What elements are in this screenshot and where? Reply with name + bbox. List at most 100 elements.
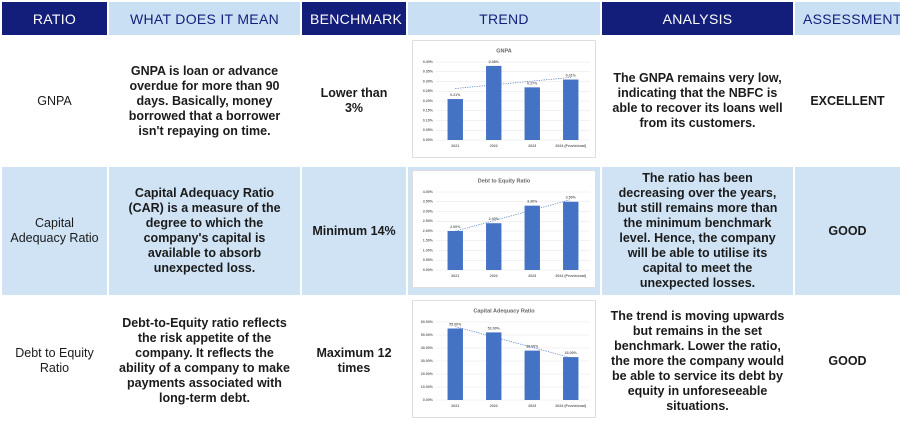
assessment-cell: EXCELLENT: [793, 35, 900, 167]
bar: [486, 332, 502, 400]
y-tick-label: 60.00%: [421, 320, 434, 324]
analysis-cell: The trend is moving upwards but remains …: [600, 295, 795, 427]
data-label: 2.40%: [489, 217, 500, 221]
y-tick-label: 0.10%: [423, 118, 434, 122]
benchmark-cell: Maximum 12 times: [300, 295, 408, 427]
y-tick-label: 10.00%: [421, 385, 434, 389]
data-label: 55.00%: [449, 322, 462, 326]
y-tick-label: 0.50%: [423, 258, 434, 262]
y-tick-label: 40.00%: [421, 346, 434, 350]
x-tick-label: 2022: [490, 274, 498, 278]
table-row: Debt to Equity Ratio Debt-to-Equity ratio…: [0, 295, 900, 427]
data-label: 3.50%: [566, 196, 577, 200]
y-tick-label: 0.00%: [423, 398, 434, 402]
data-label: 0.38%: [489, 60, 500, 64]
bar: [486, 65, 502, 140]
data-label: 33.00%: [565, 351, 578, 355]
bar: [563, 79, 579, 140]
data-label: 3.30%: [527, 200, 538, 204]
trendline: [455, 77, 571, 89]
bar: [524, 87, 540, 140]
y-tick-label: 30.00%: [421, 359, 434, 363]
benchmark-cell: Lower than 3%: [300, 35, 408, 167]
y-tick-label: 0.05%: [423, 128, 434, 132]
y-tick-label: 3.00%: [423, 209, 434, 213]
x-tick-label: 2023: [528, 404, 536, 408]
chart-title: Capital Adequacy Ratio: [473, 308, 535, 314]
y-tick-label: 4.00%: [423, 190, 434, 194]
bar: [447, 231, 463, 270]
meaning-cell: Capital Adequacy Ratio (CAR) is a measur…: [107, 165, 302, 297]
y-tick-label: 50.00%: [421, 333, 434, 337]
ratio-cell: GNPA: [0, 35, 109, 167]
data-label: 38.00%: [526, 345, 539, 349]
y-tick-label: 3.50%: [423, 200, 434, 204]
bar: [447, 328, 463, 400]
header-cell: TREND: [406, 0, 602, 37]
analysis-cell: The ratio has been decreasing over the y…: [600, 165, 795, 297]
bar: [563, 357, 579, 400]
header-cell: WHAT DOES IT MEAN: [107, 0, 302, 37]
header-cell: RATIO: [0, 0, 109, 37]
meaning-cell: GNPA is loan or advance overdue for more…: [107, 35, 302, 167]
header-cell: BENCHMARK: [300, 0, 408, 37]
data-label: 0.31%: [566, 74, 577, 78]
x-tick-label: 2024 (Provisional): [555, 144, 587, 148]
trend-cell: Capital Adequacy Ratio 0.00% 10.00% 20.00% 3…: [406, 295, 602, 427]
chart-title: GNPA: [496, 48, 512, 54]
trend-cell: Debt to Equity Ratio 0.00% 0.50% 1.00% 1.50%…: [406, 165, 602, 297]
bar: [447, 99, 463, 140]
y-tick-label: 2.50%: [423, 219, 434, 223]
x-tick-label: 2022: [490, 404, 498, 408]
y-tick-label: 0.00%: [423, 138, 434, 142]
x-tick-label: 2023: [528, 274, 536, 278]
bar: [486, 223, 502, 270]
y-tick-label: 0.00%: [423, 268, 434, 272]
y-tick-label: 1.50%: [423, 239, 434, 243]
x-tick-label: 2021: [451, 404, 459, 408]
y-tick-label: 2.00%: [423, 229, 434, 233]
table-row: GNPA GNPA is loan or advance overdue for …: [0, 35, 900, 167]
x-tick-label: 2022: [490, 144, 498, 148]
header-cell: ASSESSMENT: [793, 0, 900, 37]
x-tick-label: 2024 (Provisional): [555, 274, 587, 278]
data-label: 0.21%: [450, 93, 461, 97]
bar: [524, 205, 540, 270]
analysis-cell: The GNPA remains very low, indicating th…: [600, 35, 795, 167]
y-tick-label: 0.15%: [423, 109, 434, 113]
assessment-cell: GOOD: [793, 165, 900, 297]
trend-chart: Debt to Equity Ratio 0.00% 0.50% 1.00% 1.50%…: [412, 170, 596, 288]
x-tick-label: 2021: [451, 144, 459, 148]
y-tick-label: 20.00%: [421, 372, 434, 376]
trendline: [455, 199, 571, 232]
y-tick-label: 1.00%: [423, 248, 434, 252]
chart-title: Debt to Equity Ratio: [478, 178, 531, 184]
data-label: 2.00%: [450, 225, 461, 229]
assessment-cell: GOOD: [793, 295, 900, 427]
data-label: 52.00%: [488, 326, 501, 330]
trendline: [455, 326, 571, 359]
header-row: RATIO WHAT DOES IT MEAN BENCHMARK TREND …: [0, 0, 900, 37]
header-cell: ANALYSIS: [600, 0, 795, 37]
ratio-cell: Debt to Equity Ratio: [0, 295, 109, 427]
bar: [524, 350, 540, 400]
y-tick-label: 0.40%: [423, 60, 434, 64]
data-label: 0.27%: [527, 81, 538, 85]
meaning-cell: Debt-to-Equity ratio reflects the risk a…: [107, 295, 302, 427]
x-tick-label: 2024 (Provisional): [555, 404, 587, 408]
benchmark-cell: Minimum 14%: [300, 165, 408, 297]
y-tick-label: 0.35%: [423, 70, 434, 74]
y-tick-label: 0.20%: [423, 99, 434, 103]
trend-chart: GNPA 0.00% 0.05% 0.10% 0.15% 0.20% 0.25% 0.30% 0…: [412, 40, 596, 158]
trend-cell: GNPA 0.00% 0.05% 0.10% 0.15% 0.20% 0.25% 0.30% 0…: [406, 35, 602, 167]
y-tick-label: 0.30%: [423, 79, 434, 83]
bar: [563, 201, 579, 270]
table-row: Capital Adequacy Ratio Capital Adequacy R…: [0, 165, 900, 297]
y-tick-label: 0.25%: [423, 89, 434, 93]
x-tick-label: 2021: [451, 274, 459, 278]
ratio-cell: Capital Adequacy Ratio: [0, 165, 109, 297]
trend-chart: Capital Adequacy Ratio 0.00% 10.00% 20.00% 3…: [412, 300, 596, 418]
x-tick-label: 2023: [528, 144, 536, 148]
